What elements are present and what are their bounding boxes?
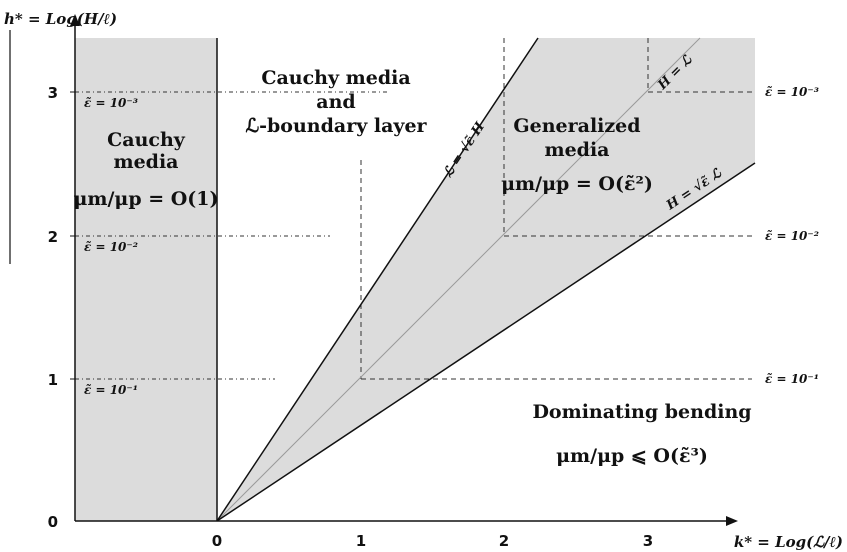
generalized-title-1: Generalized	[513, 115, 640, 137]
y-tick-3: 3	[48, 84, 58, 102]
steep-boundary-line	[216, 37, 539, 522]
x-tick-0: 0	[212, 532, 222, 550]
eps-left-1: ε̃ = 10⁻¹	[84, 383, 138, 397]
cauchy-left-title-1: Cauchy	[107, 129, 186, 151]
shallow-boundary-line	[216, 162, 756, 522]
dominating-ratio: μm/μp ⩽ O(ε̃³)	[556, 445, 708, 467]
x-axis-arrow	[726, 516, 738, 526]
cauchy-region-shade	[75, 38, 217, 521]
eps-right-2: ε̃ = 10⁻²	[765, 229, 819, 243]
eps-right-3: ε̃ = 10⁻³	[765, 85, 819, 99]
y-tick-0: 0	[48, 513, 58, 531]
x-tick-2: 2	[499, 532, 509, 550]
y-tick-2: 2	[48, 228, 58, 246]
x-tick-1: 1	[356, 532, 366, 550]
generalized-title-2: media	[544, 139, 609, 161]
y-axis-label: h* = Log(H/ℓ)	[4, 10, 117, 28]
cauchy-left-title-2: media	[113, 151, 178, 173]
cauchy-boundary-title-2: and	[316, 91, 355, 113]
cauchy-boundary-title-3: ℒ-boundary layer	[245, 115, 427, 137]
x-tick-3: 3	[643, 532, 653, 550]
y-axis-arrow	[70, 14, 80, 26]
generalized-region-shade	[217, 38, 755, 521]
dominating-title: Dominating bending	[532, 401, 751, 423]
x-axis-label: k* = Log(ℒ/ℓ)	[734, 533, 843, 551]
cauchy-boundary-title-1: Cauchy media	[261, 67, 410, 89]
eps-left-3: ε̃ = 10⁻³	[84, 96, 138, 110]
y-tick-1: 1	[48, 371, 58, 389]
eps-left-2: ε̃ = 10⁻²	[84, 240, 138, 254]
eps-right-1: ε̃ = 10⁻¹	[765, 372, 819, 386]
generalized-ratio: μm/μp = O(ε̃²)	[501, 173, 653, 195]
cauchy-left-ratio: μm/μp = O(1)	[73, 188, 218, 210]
diagonal-line	[216, 37, 701, 522]
